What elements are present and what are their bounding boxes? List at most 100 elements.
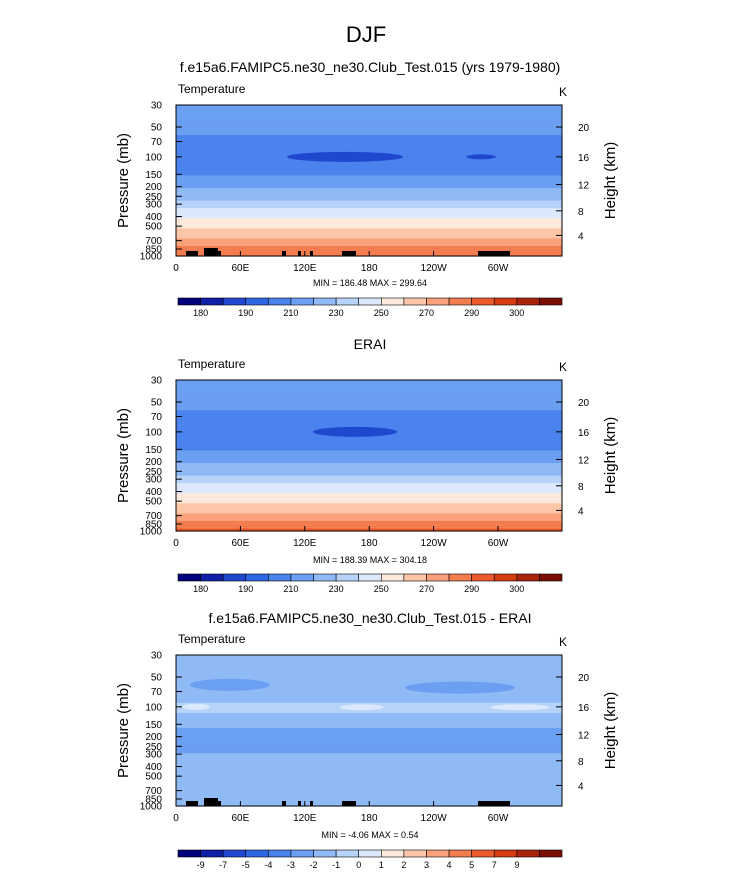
colorbar: -9 -7 -5 -4 -3 -2 -1 0 1 2 3 4 5 7 9 (177, 849, 563, 870)
contour-band (176, 220, 562, 224)
colorbar-label: 190 (238, 308, 253, 318)
colorbar-swatch (177, 297, 201, 306)
contour-band (176, 112, 562, 116)
contour-band (176, 415, 562, 419)
colorbar-swatch (403, 849, 427, 858)
colorbar-swatch (245, 573, 269, 582)
contour-band (176, 125, 562, 129)
contour-band (176, 700, 562, 704)
contour-band (176, 412, 562, 416)
contour-band (176, 150, 562, 154)
contour-band (176, 675, 562, 679)
contour-band (176, 665, 562, 669)
y-tick-label: 1000 (140, 252, 163, 263)
colorbar-swatch (493, 849, 518, 858)
colorbar-label: -7 (219, 860, 227, 870)
contour-band (176, 458, 562, 462)
colorbar-swatch (222, 297, 247, 306)
colorbar-label: -3 (287, 860, 295, 870)
contour-band (176, 488, 562, 492)
x-tick-label: 60E (232, 813, 250, 824)
colorbar-swatch (245, 297, 269, 306)
contour-band (176, 213, 562, 217)
colorbar-label: 7 (492, 860, 497, 870)
contour-band (176, 147, 562, 151)
y-tick-label: 700 (145, 786, 162, 797)
difference-patch (490, 704, 550, 711)
contour-band (176, 175, 562, 179)
contour-band (176, 425, 562, 429)
contour-band (176, 400, 562, 404)
colorbar-swatch (539, 849, 563, 858)
x-tick-label: 120W (421, 813, 448, 824)
contour-band (176, 422, 562, 426)
colorbar-swatch (358, 297, 382, 306)
contour-band (176, 758, 562, 762)
y-axis-label: Pressure (mb) (115, 133, 132, 228)
contour-band (176, 455, 562, 459)
x-tick-label: 120W (421, 538, 448, 549)
colorbar-swatch (335, 297, 360, 306)
colorbar-label: 4 (447, 860, 452, 870)
contour-band (176, 662, 562, 666)
colorbar-swatch (403, 297, 427, 306)
y-tick-label: 30 (151, 101, 163, 112)
contour-band (176, 402, 562, 406)
figure-title: DJF (346, 22, 386, 47)
colorbar-label: 300 (509, 584, 524, 594)
y2-axis-label: Height (km) (602, 417, 619, 495)
difference-patch (405, 681, 515, 694)
contour-band (176, 773, 562, 777)
contour-band (176, 682, 562, 686)
topography (204, 248, 218, 256)
contour-band (176, 203, 562, 207)
contour-band (176, 715, 562, 719)
colorbar-label: 2 (401, 860, 406, 870)
colorbar-swatch (290, 297, 314, 306)
colorbar-swatch (358, 849, 382, 858)
y-tick-label: 1000 (140, 802, 163, 813)
contour-band (176, 132, 562, 136)
contour-band (176, 677, 562, 681)
y-tick-label: 70 (151, 687, 163, 698)
colorbar-swatch (313, 297, 337, 306)
y-tick-label: 500 (145, 497, 162, 508)
topography (204, 798, 218, 806)
y-axis-label: Pressure (mb) (115, 408, 132, 503)
contour-band (176, 188, 562, 192)
contour-band (176, 162, 562, 166)
colorbar-swatch (222, 849, 247, 858)
contour-band (176, 473, 562, 477)
contour-band (176, 505, 562, 509)
variable-label: Temperature (178, 632, 246, 646)
contour-band (176, 463, 562, 467)
colorbar-swatch (448, 297, 472, 306)
colorbar-swatch (516, 573, 540, 582)
topography (342, 801, 356, 806)
topography (310, 251, 313, 256)
x-tick-label: 120E (293, 263, 317, 274)
y-tick-label: 200 (145, 457, 162, 468)
y-tick-label: 300 (145, 750, 162, 761)
contour-band (176, 518, 562, 522)
colorbar: 180 190 210 230 250 270 290 300 (177, 297, 563, 318)
panel-erai: ERAI Temperature K 305070100150200250300… (115, 336, 619, 594)
colorbar-swatch (200, 849, 224, 858)
contour-band (176, 748, 562, 752)
contour-band (176, 780, 562, 784)
contour-band (176, 120, 562, 124)
contour-band (176, 790, 562, 795)
contour-band (176, 498, 562, 502)
contour-band (176, 193, 562, 197)
colorbar-swatch (200, 573, 224, 582)
contour-band (176, 495, 562, 499)
contour-band (176, 397, 562, 401)
y-axis-label: Pressure (mb) (115, 683, 132, 778)
contour-band (176, 380, 562, 384)
x-tick-label: 0 (173, 813, 179, 824)
contour-band (176, 107, 562, 111)
contour-band (176, 195, 562, 199)
y-tick-label: 500 (145, 772, 162, 783)
colorbar-swatch (222, 573, 247, 582)
